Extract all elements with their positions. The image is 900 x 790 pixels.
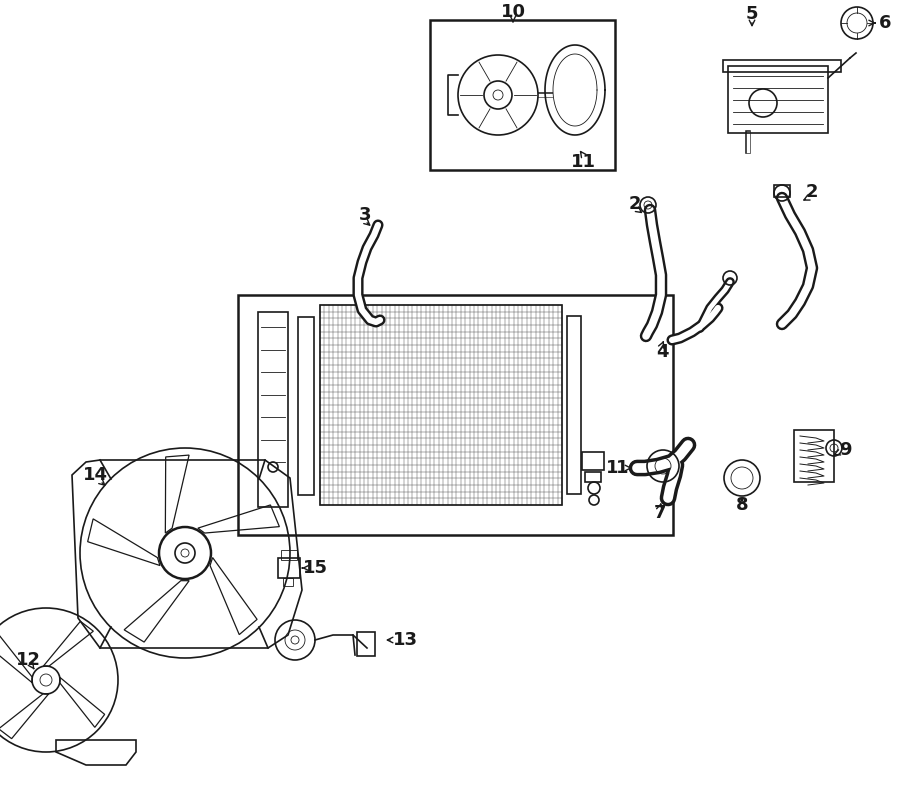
- Text: 14: 14: [83, 466, 107, 484]
- Bar: [582, 452, 604, 470]
- Bar: [728, 66, 828, 133]
- Text: 1: 1: [616, 459, 628, 477]
- Bar: [774, 185, 790, 197]
- Text: 5: 5: [746, 5, 758, 23]
- Text: 12: 12: [15, 651, 40, 669]
- Bar: [283, 578, 293, 586]
- Bar: [430, 20, 615, 170]
- Text: 7: 7: [653, 504, 666, 522]
- Bar: [298, 317, 314, 495]
- Text: 15: 15: [302, 559, 328, 577]
- Text: 13: 13: [392, 631, 418, 649]
- Text: 1: 1: [606, 459, 618, 477]
- Bar: [567, 316, 581, 494]
- Bar: [281, 550, 297, 560]
- Bar: [320, 305, 562, 505]
- Text: 9: 9: [839, 441, 851, 459]
- Bar: [585, 472, 601, 482]
- Text: 6: 6: [878, 14, 891, 32]
- Text: 11: 11: [571, 153, 596, 171]
- Bar: [794, 430, 834, 482]
- Bar: [278, 558, 300, 578]
- Bar: [723, 60, 841, 72]
- Text: 2: 2: [806, 183, 818, 201]
- Bar: [258, 312, 288, 507]
- Text: 3: 3: [359, 206, 372, 224]
- Polygon shape: [72, 460, 302, 648]
- Bar: [357, 632, 375, 656]
- Text: 10: 10: [500, 3, 526, 21]
- Text: 2: 2: [629, 195, 641, 213]
- Text: 4: 4: [656, 343, 668, 361]
- Text: 8: 8: [735, 496, 748, 514]
- Bar: [238, 295, 673, 535]
